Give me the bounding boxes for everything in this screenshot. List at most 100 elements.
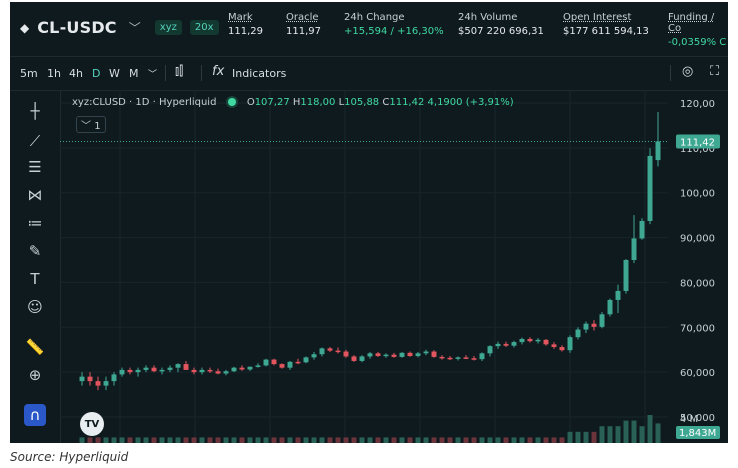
stat-label[interactable]: Mark [228,12,253,23]
live-indicator [227,98,236,106]
volume-bar [95,437,101,443]
candle-body [215,371,221,374]
candle-body [495,343,501,347]
volume-bar [559,437,565,443]
candle-body [303,357,309,363]
tradingview-logo[interactable]: TV [80,412,104,436]
pitchfork-icon[interactable]: ⋈ [27,186,43,204]
candle-body [87,376,93,382]
text-icon[interactable]: T [30,270,40,288]
crosshair-icon[interactable]: ┼ [30,102,40,120]
volume-bar [391,437,397,443]
volume-bar [575,431,581,443]
volume-bar [223,437,229,443]
stat-label: 24h Change [344,12,405,23]
zoom-in-icon[interactable]: ⊕ [28,366,42,384]
symbol-selector[interactable]: ◆ CL-USDC ﹀ xyz 20x [20,18,219,37]
indicators-button[interactable]: Indicators [232,67,287,80]
chevron-down-icon[interactable]: ﹀ [148,70,158,80]
volume-bar [119,437,125,443]
candle-type-icon[interactable]: ⫾⫿ [175,64,184,79]
price-tick-label: 50,000 [680,413,715,424]
price-chart[interactable]: 120,00 110,00 100,00 90,000 80,000 70,000 60,0… [60,90,728,443]
volume-bar [439,437,445,443]
timeframe-w[interactable]: W [109,67,120,80]
stat-label[interactable]: Oracle [286,12,319,23]
candle-body [447,357,453,360]
screenshot-icon[interactable]: ◎ [682,64,694,79]
volume-bar [447,437,453,443]
fib-icon[interactable]: ≔ [27,214,43,232]
candle-body [479,353,485,360]
candle-body [463,357,469,359]
market-badge: xyz [154,20,182,35]
grid-lines [60,90,668,443]
candle-body [527,338,533,342]
candles [79,111,661,391]
stat-24h-change: 24h Change +15,594 / +16,30% [344,12,444,37]
volume-bar [623,420,629,443]
candle-body [319,348,325,355]
candle-body [575,329,581,338]
trend-line-icon[interactable]: ⟋ [29,132,41,150]
candle-body [175,364,181,368]
chevron-down-icon[interactable]: ﹀ [128,21,141,35]
collapse-indicators-button[interactable]: ﹀ 1 [76,116,106,133]
candle-body [599,314,605,327]
candle-body [567,337,573,351]
timeframe-4h[interactable]: 4h [69,67,83,80]
volume-bar [111,437,117,443]
stat-value: 111,29 [228,26,263,37]
candle-body [559,347,565,351]
candle-body [335,350,341,353]
candle-body [407,352,413,357]
candle-body [375,353,381,357]
volume-bar [79,437,85,443]
divider [165,65,166,81]
candle-body [647,155,653,221]
legend-open-label: O [246,97,255,108]
volume-bar [287,437,293,443]
symbol-name: CL-USDC [37,18,117,37]
price-tick-label: 70,000 [680,323,715,334]
current-price-label: 111,42 [680,137,715,148]
stat-label[interactable]: Open Interest [563,12,632,23]
candle-body [615,290,621,300]
candle-body [623,260,629,291]
volume-bar [583,431,589,443]
volume-bar [351,437,357,443]
horizontal-lines-icon[interactable]: ☰ [28,158,42,176]
legend-low-label: L [338,97,345,108]
volume-bar [335,437,341,443]
candle-body [79,376,85,382]
volume-bar [103,437,109,443]
timeframe-d[interactable]: D [92,67,101,80]
volume-bar [503,437,509,443]
volume-bar [527,437,533,443]
timeframe-1h[interactable]: 1h [47,67,61,80]
ruler-icon[interactable]: 📏 [25,338,45,356]
price-tick-label: 60,000 [680,368,715,379]
stat-funding: Funding / Co -0,0359% C [668,12,728,48]
volume-bar [535,437,541,443]
legend-close: 111,42 [389,97,425,108]
volume-bar [375,437,381,443]
timeframe-5m[interactable]: 5m [20,67,38,80]
function-icon[interactable]: fx [212,64,225,79]
volume-bar [271,437,277,443]
emoji-icon[interactable]: ☺ [27,298,43,316]
price-tick-label: 90,000 [680,234,715,245]
candle-body [519,338,525,343]
price-tick-label: 120,00 [680,99,715,110]
candle-body [327,348,333,351]
chart-canvas[interactable]: 120,00 110,00 100,00 90,000 80,000 70,000 60,0… [60,90,728,443]
candle-body [351,356,357,361]
fullscreen-icon[interactable]: ⛶ [710,64,720,79]
brush-icon[interactable]: ✎ [28,242,42,260]
candle-body [543,339,549,345]
candle-body [343,351,349,357]
stat-label[interactable]: Funding / Co [668,12,715,34]
magnet-icon[interactable]: ∩ [24,404,46,426]
stat-24h-volume: 24h Volume $507 220 696,31 [458,12,544,37]
timeframe-m[interactable]: M [129,67,139,80]
